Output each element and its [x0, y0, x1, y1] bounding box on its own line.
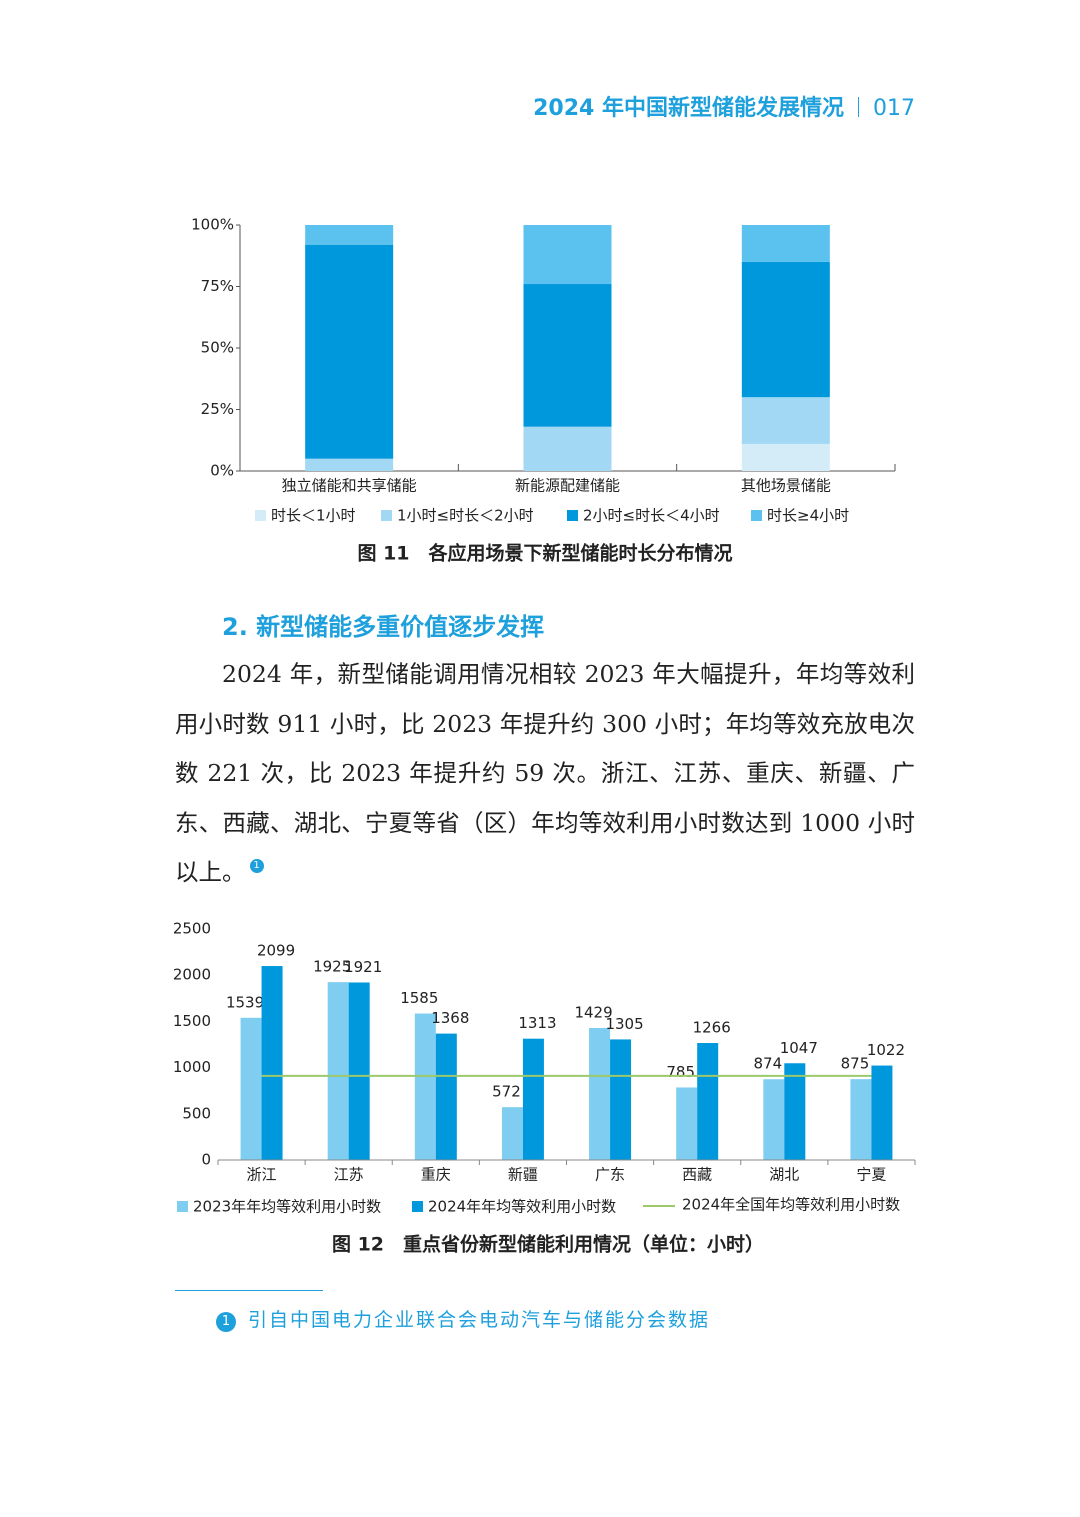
x-tick-label: 其他场景储能 [741, 477, 831, 495]
bar-segment [741, 397, 830, 444]
y-tick-label: 75% [201, 277, 234, 295]
section-heading: 2. 新型储能多重价值逐步发挥 [222, 613, 545, 641]
legend-swatch [177, 1201, 188, 1212]
legend-label: 2024年年均等效利用小时数 [428, 1198, 616, 1216]
bar-segment [305, 458, 394, 471]
y-tick-label: 50% [201, 339, 234, 357]
y-tick-label: 25% [201, 400, 234, 418]
x-tick-label: 重庆 [421, 1166, 451, 1184]
value-label: 1429 [574, 1003, 612, 1021]
legend-swatch [567, 510, 578, 521]
page-number: 017 [873, 96, 915, 121]
bar [435, 1033, 457, 1160]
bar [501, 1107, 523, 1160]
bar-segment [523, 426, 612, 471]
legend-label: 2024年全国年均等效利用小时数 [682, 1196, 900, 1214]
value-label: 785 [666, 1063, 695, 1081]
y-tick-label: 0 [201, 1151, 211, 1169]
paragraph: 2024 年，新型储能调用情况相较 2023 年大幅提升，年均等效利用小时数 9… [175, 650, 915, 898]
chart-title: 图 12 重点省份新型储能利用情况（单位：小时） [332, 1233, 764, 1256]
bar-segment [741, 261, 830, 398]
y-tick-label: 1000 [173, 1058, 211, 1076]
bar [414, 1013, 436, 1160]
value-label: 1585 [400, 989, 438, 1007]
value-label: 2099 [257, 942, 295, 960]
x-tick-label: 新疆 [508, 1166, 538, 1184]
value-label: 1925 [313, 958, 351, 976]
value-label: 1047 [780, 1039, 818, 1057]
header: 2024 年中国新型储能发展情况 017 [533, 90, 915, 122]
legend-swatch [381, 510, 392, 521]
bar [240, 1017, 262, 1160]
footnote-marker: 1 [216, 1312, 236, 1332]
value-label: 1921 [344, 958, 382, 976]
value-label: 1266 [693, 1019, 731, 1037]
bar-segment [741, 225, 830, 262]
bar [850, 1079, 872, 1160]
footnote-rule [175, 1290, 323, 1291]
bar [522, 1038, 544, 1160]
bar [871, 1065, 893, 1160]
bar [763, 1079, 785, 1160]
bar-segment [305, 244, 394, 459]
bar-segment [305, 225, 394, 245]
legend-label: 2小时≤时长＜4小时 [583, 507, 720, 525]
x-tick-label: 浙江 [247, 1166, 277, 1184]
chart-title: 图 11 各应用场景下新型储能时长分布情况 [357, 542, 732, 565]
x-tick-label: 江苏 [334, 1166, 364, 1184]
note-marker: 1 [249, 859, 264, 873]
legend-swatch [255, 510, 266, 521]
value-label: 572 [492, 1083, 521, 1101]
legend-label: 2023年年均等效利用小时数 [193, 1198, 381, 1216]
value-label: 1539 [226, 993, 264, 1011]
bar [348, 982, 370, 1160]
y-tick-label: 1500 [173, 1012, 211, 1030]
x-tick-label: 宁夏 [856, 1166, 886, 1184]
x-tick-label: 独立储能和共享储能 [282, 477, 417, 495]
bar [327, 982, 349, 1160]
y-tick-label: 2500 [173, 920, 211, 938]
value-label: 1313 [518, 1014, 556, 1032]
y-tick-label: 0% [210, 462, 234, 480]
legend-swatch [751, 510, 762, 521]
legend-label: 时长＜1小时 [271, 507, 356, 525]
value-label: 875 [841, 1055, 870, 1073]
bar [589, 1027, 611, 1160]
bar [261, 966, 283, 1160]
footnote-text: 引自中国电力企业联合会电动汽车与储能分会数据 [248, 1309, 711, 1331]
x-tick-label: 新能源配建储能 [515, 477, 620, 495]
bar-segment [741, 443, 830, 471]
bar [784, 1063, 806, 1160]
header-title: 2024 年中国新型储能发展情况 [533, 96, 844, 121]
value-label: 1305 [605, 1015, 643, 1033]
bar [610, 1039, 632, 1160]
paragraph-text: 2024 年，新型储能调用情况相较 2023 年大幅提升，年均等效利用小时数 9… [175, 660, 915, 886]
value-label: 1022 [867, 1041, 905, 1059]
separator [858, 97, 859, 117]
legend-swatch [412, 1201, 423, 1212]
legend-label: 1小时≤时长＜2小时 [397, 507, 534, 525]
value-label: 1368 [431, 1009, 469, 1027]
bar-segment [523, 225, 612, 285]
x-tick-label: 广东 [595, 1166, 625, 1184]
y-tick-label: 100% [191, 216, 234, 234]
x-tick-label: 西藏 [682, 1166, 712, 1184]
x-tick-label: 湖北 [769, 1166, 799, 1184]
y-tick-label: 500 [182, 1104, 211, 1122]
bar-segment [523, 284, 612, 427]
bar [697, 1043, 719, 1160]
value-label: 874 [753, 1055, 782, 1073]
legend-label: 时长≥4小时 [767, 507, 849, 525]
bar [676, 1087, 698, 1160]
footnote: 1 引自中国电力企业联合会电动汽车与储能分会数据 [216, 1305, 710, 1332]
y-tick-label: 2000 [173, 966, 211, 984]
